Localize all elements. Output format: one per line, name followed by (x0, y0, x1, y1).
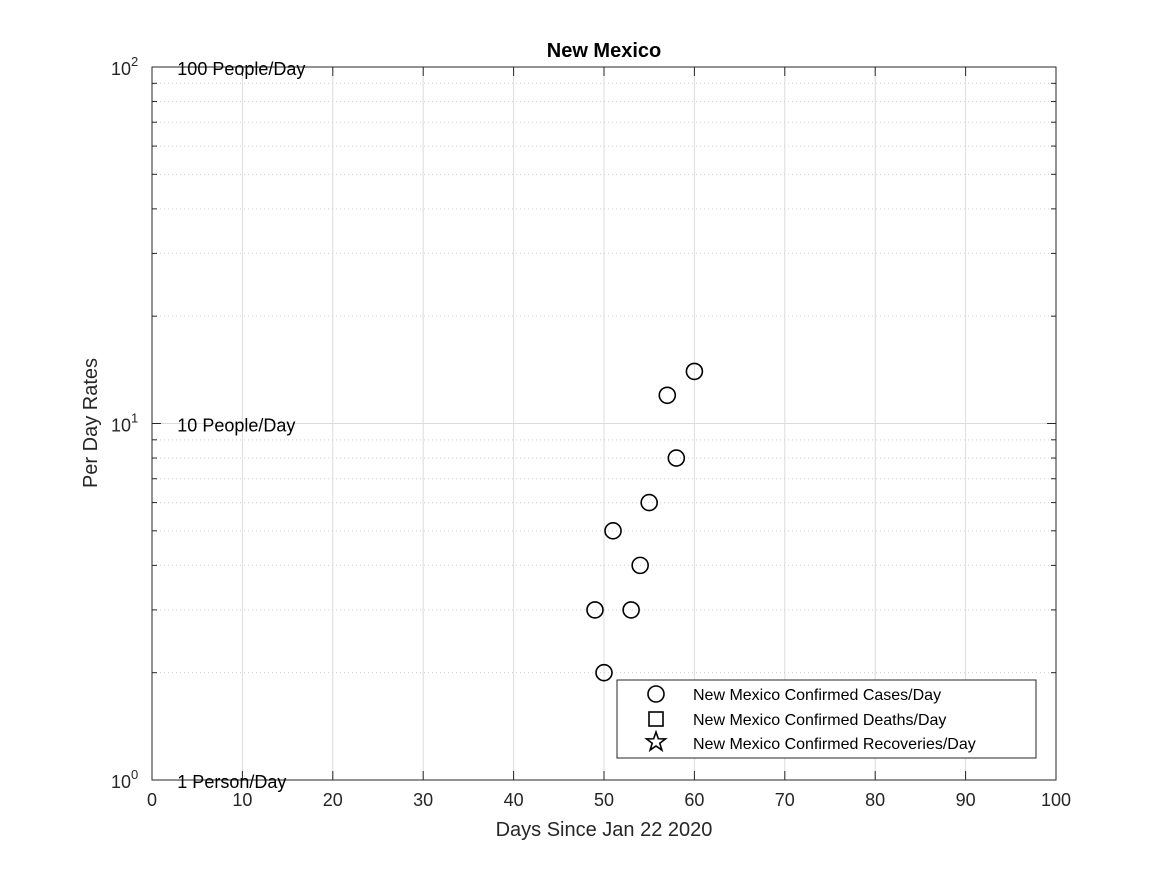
data-points (586, 362, 704, 682)
y-tick-label: 101 (111, 411, 138, 436)
legend: New Mexico Confirmed Cases/Day New Mexic… (616, 679, 1037, 759)
y-axis: 100 101 102 (111, 54, 1056, 792)
cases-point (595, 663, 613, 682)
x-tick-label: 60 (684, 790, 704, 810)
cases-point (604, 522, 622, 540)
x-axis-label: Days Since Jan 22 2020 (496, 819, 713, 841)
legend-entry-deaths: New Mexico Confirmed Deaths/Day (693, 712, 946, 729)
cases-point (667, 449, 686, 467)
cases-point (658, 386, 677, 405)
cases-point (622, 601, 640, 619)
x-tick-label: 10 (232, 790, 252, 810)
legend-star-marker (644, 729, 668, 753)
x-tick-label: 80 (865, 790, 885, 810)
x-tick-label: 90 (956, 790, 976, 810)
rate-annotation: 100 People/Day (177, 59, 305, 79)
x-tick-label: 100 (1041, 790, 1071, 810)
cases-point (685, 362, 704, 381)
x-tick-label: 0 (147, 790, 157, 810)
cases-point (640, 493, 659, 512)
y-axis-label: Per Day Rates (80, 358, 102, 488)
cases-point (586, 601, 604, 619)
x-axis: 0 10 20 30 40 50 60 70 80 90 100 (147, 67, 1071, 810)
chart-title: New Mexico (547, 40, 661, 62)
y-tick-label: 102 (111, 54, 138, 79)
x-tick-label: 40 (504, 790, 524, 810)
rate-annotation: 1 Person/Day (177, 772, 286, 792)
x-tick-label: 70 (775, 790, 795, 810)
legend-box (616, 679, 1037, 759)
x-tick-label: 20 (323, 790, 343, 810)
y-tick-label: 100 (111, 767, 138, 792)
x-tick-label: 30 (413, 790, 433, 810)
grid (152, 66, 1056, 781)
cases-point (631, 556, 649, 575)
annotations: 100 People/Day 10 People/Day 1 Person/Day (177, 59, 305, 792)
legend-square-marker (648, 711, 664, 727)
legend-circle-marker (647, 685, 665, 703)
legend-entry-cases: New Mexico Confirmed Cases/Day (693, 687, 941, 704)
legend-entry-recoveries: New Mexico Confirmed Recoveries/Day (693, 736, 976, 753)
rate-annotation: 10 People/Day (177, 416, 295, 436)
x-tick-label: 50 (594, 790, 614, 810)
